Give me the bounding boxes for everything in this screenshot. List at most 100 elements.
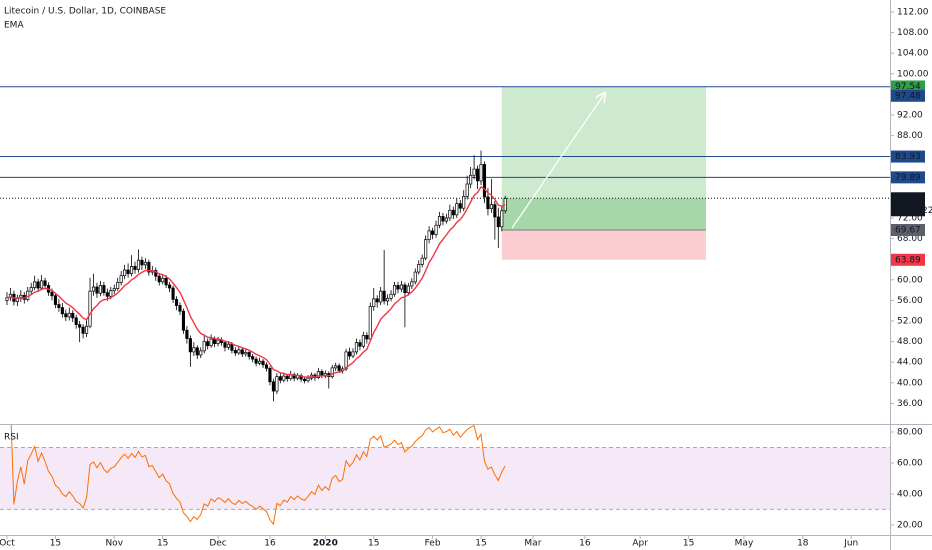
- candle-body: [57, 304, 61, 308]
- candle-body: [368, 306, 372, 340]
- y-tick-label: 52.00: [897, 316, 923, 326]
- x-tick-label: 16: [264, 539, 276, 549]
- candle-body: [143, 261, 147, 266]
- candle-body: [251, 356, 255, 360]
- candle-body: [178, 305, 182, 312]
- candle-body: [475, 168, 480, 182]
- candle-body: [15, 297, 19, 302]
- candle-body: [91, 286, 96, 292]
- candle-body: [399, 284, 403, 290]
- x-tick-label: 15: [683, 539, 694, 549]
- candle-body: [233, 350, 237, 354]
- candle-body: [95, 286, 99, 294]
- rsi-tick-label: 60.00: [897, 458, 923, 468]
- candle-body: [444, 217, 448, 222]
- candle-body: [195, 347, 199, 356]
- candle-body: [74, 317, 78, 325]
- candle-body: [406, 285, 410, 294]
- candle-body: [354, 342, 359, 353]
- x-tick-label: 15: [475, 539, 486, 549]
- candle-body: [389, 293, 393, 299]
- candle-body: [334, 365, 338, 369]
- candle-body: [164, 277, 168, 286]
- indicator-label: RSI: [4, 433, 19, 443]
- rsi-band: [0, 447, 890, 510]
- candle-body: [441, 216, 445, 222]
- price-tag: [891, 171, 925, 184]
- price-tag: [891, 150, 925, 163]
- candle-body: [154, 270, 158, 277]
- price-tag: [891, 192, 925, 217]
- x-tick-label: 15: [50, 539, 61, 549]
- candle-body: [102, 285, 106, 294]
- x-tick-label: Dec: [209, 539, 226, 549]
- ema-line: [6, 185, 506, 378]
- candle-body: [240, 349, 244, 355]
- price-tag: [891, 80, 925, 93]
- x-tick-label: Nov: [105, 539, 123, 549]
- candle-body: [358, 342, 362, 347]
- candle-body: [202, 341, 206, 352]
- candle-body: [351, 351, 355, 357]
- x-tick-label: May: [735, 539, 754, 549]
- candle-body: [36, 281, 40, 289]
- rsi-tick-label: 20.00: [897, 520, 923, 530]
- rsi-tick-label: 80.00: [897, 427, 923, 437]
- rsi-pane: [0, 425, 890, 526]
- y-tick-label: 36.00: [897, 399, 923, 409]
- candle-body: [489, 204, 493, 210]
- candle-body: [206, 341, 210, 347]
- candle-body: [116, 282, 120, 289]
- candle-body: [109, 290, 113, 297]
- candle-body: [105, 292, 109, 297]
- candle-body: [451, 209, 455, 216]
- y-tick-label: 48.00: [897, 337, 923, 347]
- candle-body: [264, 364, 269, 369]
- y-tick-label: 56.00: [897, 296, 923, 306]
- candle-body: [410, 281, 414, 287]
- candle-body: [161, 277, 165, 283]
- candle-body: [199, 350, 203, 356]
- arrow: [511, 93, 605, 229]
- candle-body: [60, 307, 64, 315]
- candle-body: [88, 290, 92, 327]
- candle-body: [174, 299, 179, 306]
- x-tick-label: 2020: [313, 539, 338, 549]
- candle-body: [482, 164, 487, 198]
- target-zone: [501, 86, 706, 230]
- candle-body: [67, 312, 71, 318]
- axes: 36.0040.0044.0048.0052.0056.0060.0064.00…: [0, 7, 932, 548]
- candle-body: [185, 329, 189, 339]
- candle-body: [372, 298, 376, 307]
- x-tick-label: Oct: [0, 539, 15, 549]
- candle-body: [479, 164, 483, 182]
- candle-body: [181, 310, 186, 331]
- candle-body: [26, 290, 30, 300]
- candle-body: [40, 280, 44, 289]
- y-tick-label: 92.00: [897, 110, 923, 120]
- price-tag-label: 97.54: [895, 82, 921, 92]
- candle-body: [244, 352, 248, 355]
- candle-body: [223, 342, 227, 348]
- candle-body: [171, 287, 175, 300]
- candle-body: [136, 259, 141, 270]
- candle-body: [417, 263, 421, 273]
- candle-body: [375, 298, 379, 303]
- candle-body: [123, 269, 127, 277]
- indicator-label: EMA: [4, 21, 24, 31]
- x-tick-label: 16: [579, 539, 591, 549]
- candle-body: [493, 204, 497, 218]
- candle-body: [112, 288, 116, 291]
- candle-body: [427, 230, 431, 240]
- price-tag-label: 75.83: [895, 194, 921, 204]
- candle-body: [458, 203, 462, 209]
- candle-body: [71, 312, 75, 319]
- candle-body: [282, 375, 286, 381]
- candle-body: [337, 365, 341, 371]
- candle-body: [465, 183, 469, 197]
- rsi-line: [10, 425, 506, 526]
- candle-body: [230, 343, 234, 351]
- candle-body: [192, 347, 196, 353]
- candle-body: [213, 338, 217, 345]
- y-tick-label: 68.00: [897, 234, 923, 244]
